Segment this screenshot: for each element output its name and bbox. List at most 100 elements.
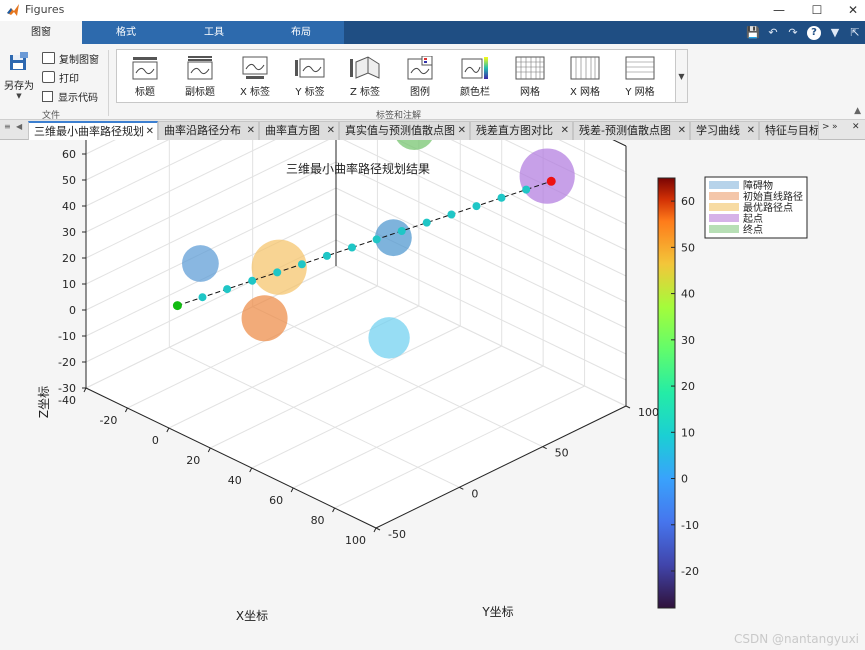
figure-tab[interactable]: 曲率直方图 ✕ — [259, 121, 339, 140]
undo-icon[interactable]: ↶ — [768, 26, 778, 39]
figure-tab[interactable]: 真实值与预测值散点图 ✕ — [339, 121, 470, 140]
tab-layout[interactable]: 布局 — [258, 21, 344, 44]
tab-tools[interactable]: 工具 — [170, 21, 258, 44]
figure-tab-label: 残差-预测值散点图 — [579, 124, 671, 137]
path-point — [422, 218, 431, 227]
x-grid-line — [334, 385, 585, 509]
colorbar[interactable]: 60 50 40 30 20 10 0 -10 -20 — [657, 177, 699, 609]
colorbar-tick-label: -10 — [681, 519, 699, 532]
x-axis-label: X坐标 — [236, 609, 268, 623]
x-tick — [249, 467, 253, 473]
xgrid-label: X 网格 — [569, 87, 601, 98]
subtitle-button[interactable]: 副标题 — [174, 52, 226, 102]
obstacle-sphere — [241, 295, 288, 342]
legend-entry-label: 终点 — [743, 223, 763, 236]
figure-tab[interactable]: 曲率沿路径分布 ✕ — [158, 121, 259, 140]
undock-icon[interactable]: ⇱ — [850, 26, 860, 39]
ylabel-button[interactable]: Y 标签 — [284, 52, 336, 102]
colorbar-tick-label: 40 — [681, 288, 695, 301]
annotation-gallery: 标题 副标题 X 标签 Y 标签 Z 标签 图例 颜色栏 — [116, 49, 676, 103]
subtitle-label: 副标题 — [185, 87, 215, 98]
tab-scroll-left-icon[interactable]: ◀ — [16, 122, 23, 131]
print-label: 打印 — [59, 73, 79, 85]
figure-tab[interactable]: 三维最小曲率路径规划 ✕ — [28, 121, 158, 140]
xgrid-button[interactable]: X 网格 — [559, 52, 611, 102]
close-tab-icon[interactable]: ✕ — [677, 125, 686, 136]
legend-icon — [407, 56, 433, 80]
obstacle-sphere — [368, 317, 410, 359]
section-divider — [108, 50, 109, 116]
close-tab-icon[interactable]: ✕ — [326, 125, 335, 136]
title-button[interactable]: 标题 — [119, 52, 171, 102]
z-tick-label: 40 — [62, 200, 76, 213]
figure-tab[interactable]: 残差直方图对比 ✕ — [470, 121, 573, 140]
copy-figure-button[interactable]: 复制图窗 — [42, 50, 99, 66]
tab-figure[interactable]: 图窗 — [0, 21, 82, 44]
dock-icon[interactable]: ▼ — [830, 26, 840, 39]
axis-edge — [375, 405, 627, 529]
show-code-checkbox[interactable]: 显示代码 — [42, 88, 98, 104]
figure-tab[interactable]: 学习曲线 ✕ — [690, 121, 759, 140]
save-as-icon — [10, 52, 28, 70]
colorbar-button[interactable]: 颜色栏 — [449, 52, 501, 102]
grid-icon — [515, 56, 545, 80]
maximize-button[interactable]: ☐ — [811, 3, 823, 17]
x-tick — [290, 487, 294, 493]
legend-entry-label: 初始直线路径 — [743, 190, 803, 203]
y-tick-label: 50 — [555, 447, 569, 460]
window-title: Figures — [25, 3, 65, 16]
figure-tab-label: 残差直方图对比 — [476, 124, 553, 137]
close-figure-icon[interactable]: ✕ — [852, 122, 860, 132]
minimize-button[interactable]: — — [773, 3, 785, 17]
close-tab-icon[interactable]: ✕ — [246, 125, 255, 136]
watermark: CSDN @nantangyuxi — [733, 632, 859, 646]
x-tick — [207, 447, 211, 453]
figure-tab-label: 特征与目标 — [765, 124, 819, 137]
figure-tab[interactable]: 残差-预测值散点图 ✕ — [573, 121, 690, 140]
path-point — [273, 268, 282, 277]
ygrid-button[interactable]: Y 网格 — [614, 52, 666, 102]
axis-edge — [85, 387, 377, 529]
chevron-down-icon: ▼ — [16, 92, 22, 100]
xlabel-button[interactable]: X 标签 — [229, 52, 281, 102]
legend-swatch — [709, 192, 739, 200]
tab-list-icon[interactable]: ≡ — [4, 122, 11, 131]
tab-scroll-right-icon[interactable]: > — [822, 122, 830, 132]
grid-button[interactable]: 网格 — [504, 52, 556, 102]
close-tab-icon[interactable]: ✕ — [457, 125, 466, 136]
zlabel-button[interactable]: Z 标签 — [339, 52, 391, 102]
close-window-button[interactable]: ✕ — [847, 3, 859, 17]
save-icon[interactable]: 💾 — [746, 26, 760, 39]
save-as-button[interactable]: 另存为 ▼ — [2, 50, 36, 112]
figure-tab-label: 曲率沿路径分布 — [164, 124, 241, 137]
legend-button[interactable]: 图例 — [394, 52, 446, 102]
redo-icon[interactable]: ↷ — [788, 26, 798, 39]
z-tick-label: 30 — [62, 226, 76, 239]
z-tick-label: -10 — [58, 330, 76, 343]
path-point — [497, 193, 506, 202]
tab-format[interactable]: 格式 — [82, 21, 170, 44]
print-button[interactable]: 打印 — [42, 69, 79, 85]
gallery-expand-button[interactable]: ▼ — [676, 49, 688, 103]
path-point — [198, 293, 207, 302]
help-icon[interactable]: ? — [807, 25, 821, 40]
ylabel-label: Y 标签 — [295, 87, 325, 98]
close-tab-icon[interactable]: ✕ — [145, 126, 154, 137]
start-point — [172, 301, 182, 311]
path-point — [347, 243, 356, 252]
ylabel-icon — [295, 58, 325, 78]
x-tick-label: 20 — [186, 454, 200, 467]
legend-entry-label: 最优路径点 — [743, 201, 793, 214]
zlabel-label: Z 标签 — [349, 87, 381, 98]
colorbar-tick-label: 60 — [681, 195, 695, 208]
tab-overflow-icon[interactable]: » — [832, 122, 838, 132]
close-tab-icon[interactable]: ✕ — [746, 125, 755, 136]
collapse-ribbon-icon[interactable]: ▲ — [854, 106, 861, 116]
path-point — [522, 185, 531, 194]
figure-tab[interactable]: 特征与目标 — [759, 121, 819, 140]
path-point — [372, 235, 381, 244]
grid-label: 网格 — [520, 87, 540, 98]
close-tab-icon[interactable]: ✕ — [560, 125, 569, 136]
